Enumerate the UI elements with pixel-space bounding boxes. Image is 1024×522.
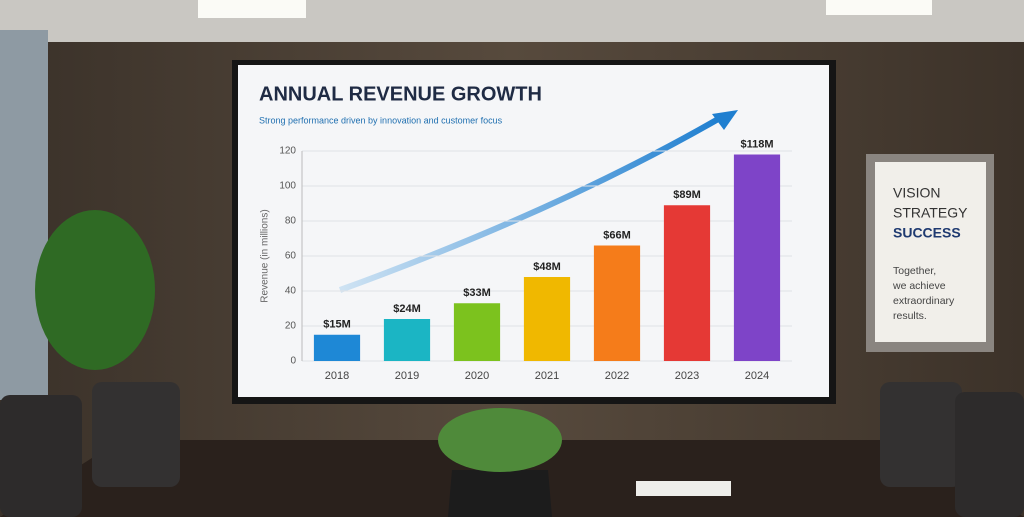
poster-heading: STRATEGY [893,205,968,221]
y-tick-label: 120 [279,146,296,157]
x-tick-label: 2019 [395,370,419,382]
y-tick-label: 40 [285,286,297,297]
window [0,30,48,400]
poster-heading: SUCCESS [893,225,961,241]
notepad [636,481,731,496]
x-tick-label: 2018 [325,370,349,382]
poster-body: extraordinary [893,295,955,307]
x-tick-label: 2022 [605,370,629,382]
y-tick-label: 20 [285,321,297,332]
ceiling-light [826,0,932,15]
bar [523,277,571,361]
chair [880,382,962,487]
ceiling-light [198,0,306,18]
chair [92,382,180,487]
plant [438,408,562,472]
y-tick-label: 80 [285,216,297,227]
poster-heading: VISION [893,185,940,201]
bar [733,154,781,361]
plant [35,210,155,370]
bar [593,245,641,361]
trend-arrowhead [712,110,738,130]
data-label: $24M [393,303,421,315]
bar [313,334,361,361]
data-label: $118M [740,138,773,150]
bar [453,303,501,361]
chair [0,395,82,517]
x-tick-label: 2023 [675,370,699,382]
bar [663,205,711,361]
poster-body: results. [893,310,927,322]
poster-body: Together, [893,265,936,277]
x-tick-label: 2024 [745,370,769,382]
trend-arrow [338,115,722,293]
poster [875,162,986,342]
pot [448,470,552,517]
data-label: $66M [603,229,631,241]
chart-title: ANNUAL REVENUE GROWTH [259,83,542,105]
y-tick-label: 100 [279,181,296,192]
chair [955,392,1024,517]
data-label: $15M [323,319,351,331]
data-label: $89M [673,189,701,201]
x-tick-label: 2021 [535,370,559,382]
y-tick-label: 0 [290,356,296,367]
y-axis-label: Revenue (in millions) [260,209,271,302]
data-label: $33M [463,287,491,299]
poster-body: we achieve [892,280,946,292]
data-label: $48M [533,261,561,273]
x-tick-label: 2020 [465,370,489,382]
chart-subtitle: Strong performance driven by innovation … [259,115,503,125]
bar [383,319,431,361]
poster-text: VISION STRATEGY SUCCESS Together, we achieve… [892,185,968,322]
y-tick-label: 60 [285,251,297,262]
